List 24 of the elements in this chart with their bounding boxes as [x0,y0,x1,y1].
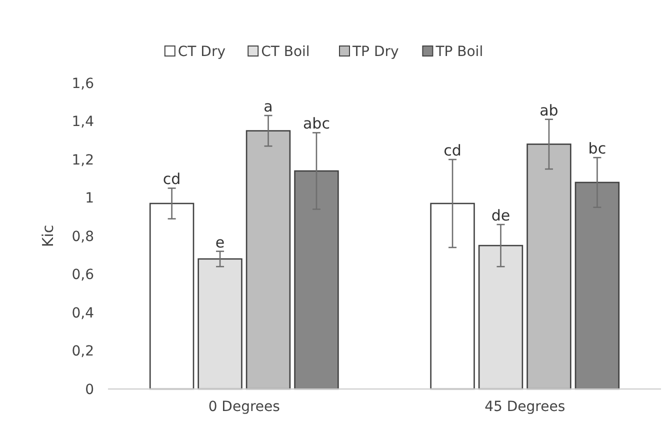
y-tick-label: 0 [85,382,94,398]
y-tick-label: 1,2 [72,152,94,168]
legend-label: TP Boil [434,44,484,60]
data-label: abc [302,114,330,133]
data-label: ab [540,101,558,120]
y-tick-label: 0,6 [72,267,94,284]
y-tick-label: 1,4 [72,114,94,130]
data-label: a [264,98,273,116]
x-tick-label: 0 Degrees [208,399,280,415]
y-tick-label: 0,2 [72,344,94,360]
data-label: e [215,233,225,252]
y-tick-label: 0,4 [72,305,94,322]
y-tick-label: 0,8 [72,228,94,245]
y-axis-title: Kic [39,224,57,248]
x-tick-label: 45 Degrees [484,399,566,415]
data-label: de [491,206,510,225]
y-tick-label: 1 [85,190,94,207]
data-label: cd [162,170,181,188]
y-tick-label: 1,6 [72,76,94,92]
data-label: cd [444,142,462,160]
legend-label: CT Dry [178,44,226,60]
legend-label: TP Dry [352,44,399,60]
legend-label: CT Boil [261,44,310,60]
data-label: bc [588,140,606,158]
